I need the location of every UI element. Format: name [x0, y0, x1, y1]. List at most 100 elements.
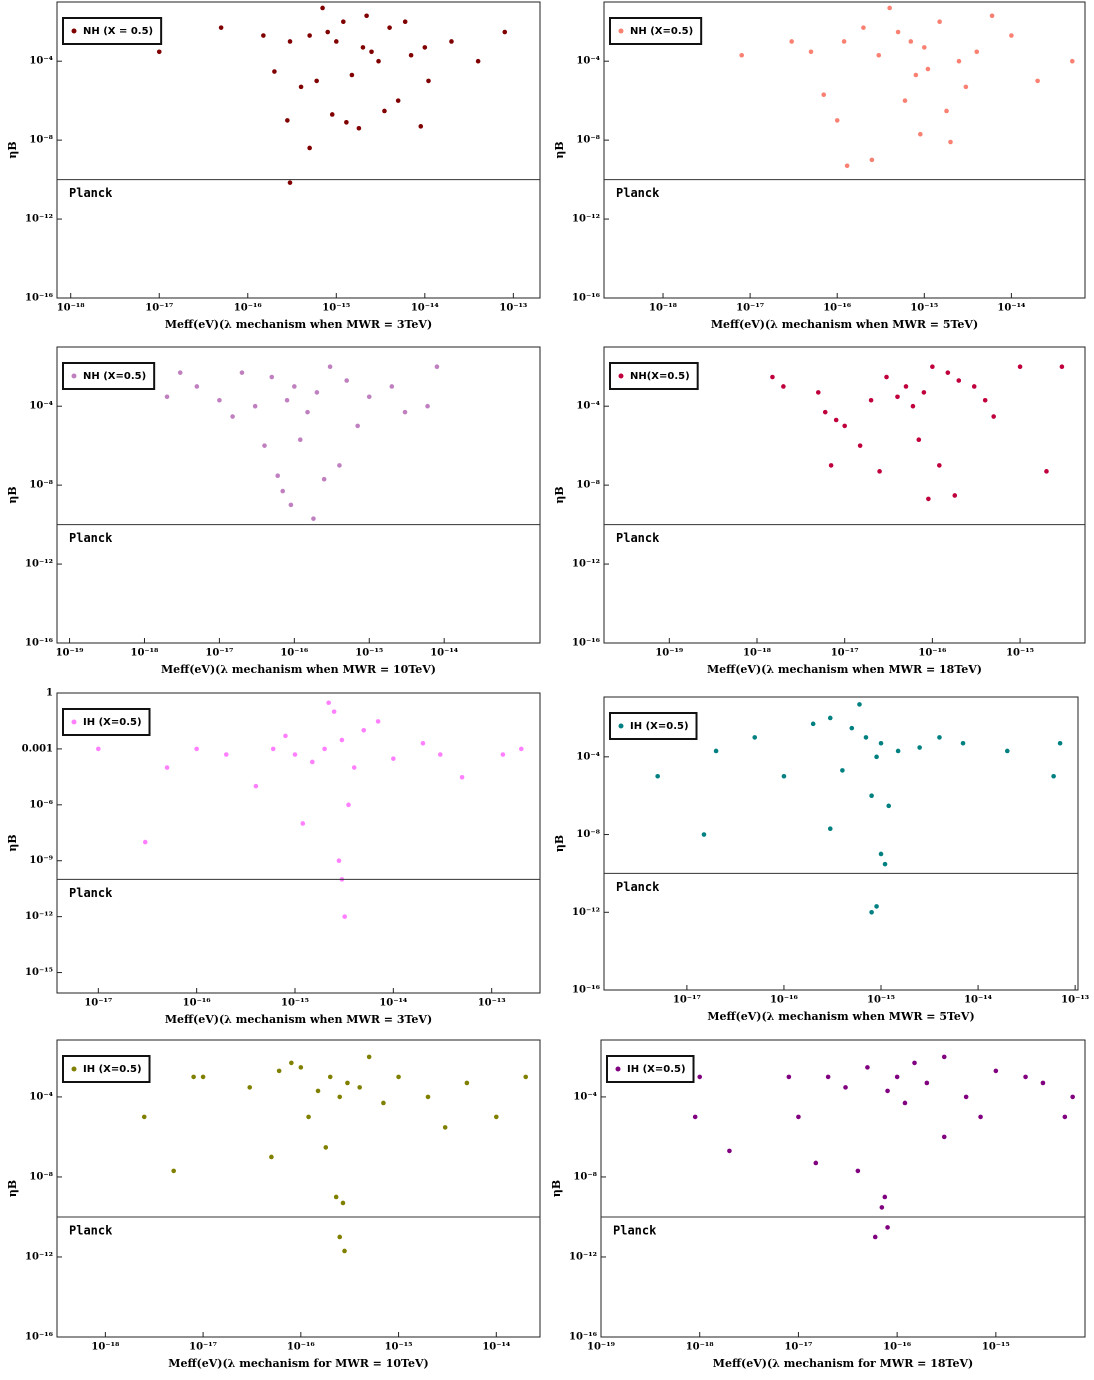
point: [402, 19, 408, 25]
legend-box: [606, 1055, 695, 1083]
points: [739, 5, 1075, 169]
x-tick-label: 10⁻¹⁶: [823, 303, 852, 314]
point: [164, 765, 170, 770]
point: [320, 5, 325, 11]
frame: [603, 696, 1079, 991]
point: [739, 52, 744, 58]
point: [974, 49, 980, 55]
x-tick-label: 10⁻¹⁷: [145, 303, 173, 314]
point: [948, 139, 953, 145]
point: [345, 1080, 350, 1086]
point: [333, 1194, 339, 1200]
point: [944, 108, 949, 114]
panel: 10⁻¹⁷ 10⁻¹⁶ 10⁻¹⁵ 10⁻¹⁴ 10⁻¹³ 10⁻¹⁵ 10⁻¹² 10⁻⁹ 1…: [6, 688, 541, 1026]
point: [247, 1085, 253, 1090]
x-tick-label: 10⁻¹⁷: [784, 1342, 812, 1353]
point: [843, 1085, 848, 1090]
point: [276, 1068, 282, 1074]
panel: 10⁻¹⁸ 10⁻¹⁷ 10⁻¹⁶ 10⁻¹⁵ 10⁻¹⁴ 10⁻¹⁶ 10⁻¹² 10⁻⁸ 1…: [6, 1039, 541, 1370]
point: [895, 394, 900, 400]
point: [1057, 740, 1063, 746]
y-tick-label: 10⁻¹²: [25, 911, 53, 922]
x-tick-label: 10⁻¹⁵: [281, 998, 309, 1009]
point: [840, 768, 845, 773]
x-tick-label: 10⁻¹⁴: [379, 998, 408, 1009]
x-axis-label: Meff(eV)(λ mechanism for MWR = 18TeV): [713, 1357, 973, 1370]
frame: [56, 346, 541, 644]
point: [878, 851, 884, 857]
point: [464, 1080, 470, 1086]
x-tick-label: 10⁻¹⁶: [287, 1342, 316, 1353]
point: [523, 1074, 529, 1080]
point: [336, 858, 342, 864]
y-tick-label: 10⁻¹⁶: [25, 293, 54, 304]
point: [808, 49, 814, 55]
point: [346, 802, 351, 808]
point: [253, 783, 259, 789]
point: [326, 700, 331, 706]
point: [142, 839, 148, 845]
x-tick-label: 10⁻¹⁵: [322, 303, 350, 314]
point: [269, 374, 275, 380]
point: [930, 364, 935, 370]
point: [331, 709, 337, 714]
y-axis-label: ηB: [6, 1180, 19, 1197]
point: [937, 19, 942, 25]
point: [960, 740, 966, 746]
point: [340, 1200, 346, 1206]
point: [941, 1054, 947, 1060]
panel: 10⁻¹⁹ 10⁻¹⁸ 10⁻¹⁷ 10⁻¹⁶ 10⁻¹⁵ 10⁻¹⁴ 10⁻¹⁶ 10⁻¹²…: [6, 346, 541, 676]
x-tick-label: 10⁻¹³: [1061, 995, 1089, 1006]
point: [1044, 469, 1049, 474]
x-tick-label: 10⁻¹⁶: [183, 998, 212, 1009]
y-tick-label: 10⁻⁸: [29, 480, 53, 491]
point: [895, 29, 901, 35]
point: [874, 904, 879, 909]
x-tick-label: 10⁻¹⁸: [91, 1342, 120, 1353]
y-axis-label: ηB: [6, 141, 19, 158]
x-tick-label: 10⁻¹⁷: [189, 1342, 217, 1353]
y-tick-label: 0.001: [22, 743, 53, 754]
point: [425, 403, 430, 409]
x-tick-label: 10⁻¹³: [478, 998, 506, 1009]
point: [402, 409, 408, 415]
planck-label: Planck: [69, 186, 113, 200]
point: [908, 39, 914, 44]
point: [200, 1074, 206, 1080]
point: [283, 733, 288, 739]
point: [945, 370, 951, 375]
point: [177, 370, 183, 375]
point: [886, 803, 892, 809]
y-tick-label: 10⁻⁸: [29, 1171, 53, 1182]
point: [389, 384, 395, 389]
y-tick-label: 10⁻¹²: [569, 1251, 597, 1262]
point: [827, 715, 833, 721]
y-tick-label: 10⁻¹²: [25, 214, 53, 225]
x-tick-label: 10⁻¹⁵: [867, 995, 895, 1006]
x-tick-label: 10⁻¹⁵: [385, 1342, 413, 1353]
point: [366, 394, 372, 400]
point: [341, 19, 346, 25]
point: [834, 118, 840, 123]
point: [810, 721, 816, 727]
point: [337, 1094, 343, 1100]
x-tick-label: 10⁻¹⁶: [234, 303, 263, 314]
legend-marker: [618, 373, 624, 379]
point: [872, 1234, 878, 1240]
point: [298, 84, 304, 90]
point: [475, 58, 481, 64]
point: [713, 748, 719, 754]
point: [408, 52, 414, 58]
points: [110, 5, 508, 185]
point: [272, 69, 277, 74]
y-tick-label: 10⁻⁸: [29, 135, 53, 146]
point: [307, 33, 312, 38]
point: [422, 45, 428, 50]
point: [156, 49, 162, 55]
point: [275, 473, 281, 479]
x-axis-label: Meff(eV)(λ mechanism when MWR = 5TeV): [707, 1010, 974, 1023]
point: [1051, 773, 1056, 779]
point: [323, 1145, 329, 1150]
point: [821, 92, 827, 98]
point: [910, 403, 916, 409]
